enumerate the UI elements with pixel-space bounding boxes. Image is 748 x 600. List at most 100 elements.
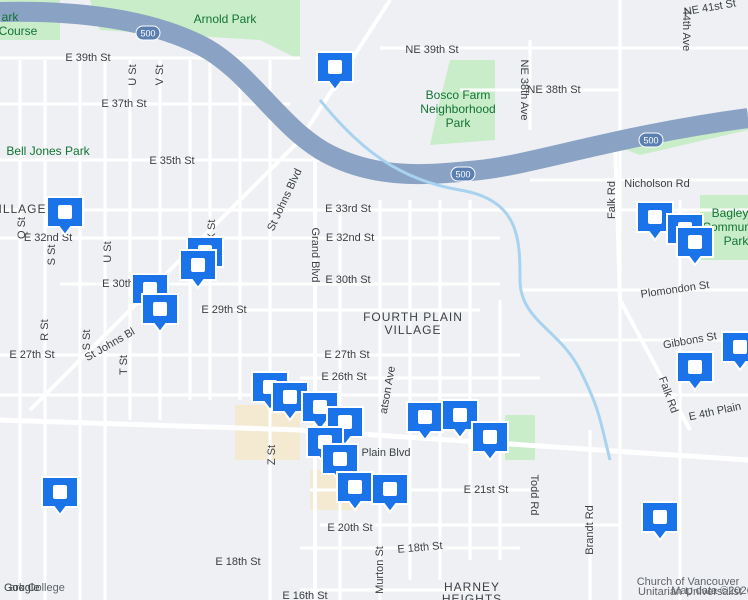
pin-icon [313, 400, 327, 414]
poi-pin[interactable] [676, 351, 714, 392]
park-label: Bagley [712, 206, 748, 220]
hood-label: HEIGHTS [442, 592, 502, 600]
street-label: E 18th St [215, 556, 260, 568]
street-label: E 27th St [324, 349, 369, 361]
pin-icon [143, 282, 157, 296]
street-label: NE 38th St [527, 84, 580, 96]
route-number: 500 [455, 169, 470, 179]
pin-icon [688, 360, 702, 374]
pin-icon [383, 482, 397, 496]
street-label: E 4th Plain [688, 401, 743, 424]
street-label: E 21st St [464, 484, 509, 496]
street-label: Murton St [374, 546, 386, 594]
pin-icon [348, 480, 362, 494]
pin-icon [483, 430, 497, 444]
poi-pin[interactable] [46, 196, 84, 237]
street-label: NE 38th Ave [518, 60, 530, 121]
poi-label: Unitarian Universalist [638, 586, 742, 598]
google-logo: Google [4, 582, 39, 594]
poi-pin[interactable] [636, 201, 674, 242]
pin-icon [328, 60, 342, 74]
park-label: Course [0, 24, 38, 38]
parks-areas [0, 0, 748, 460]
street-label: Q St [16, 217, 28, 239]
street-label: E 18th St [397, 540, 443, 556]
street-label: Grand Blvd [309, 227, 321, 282]
street-label: T St [118, 355, 130, 375]
street-label: E 30th [102, 278, 134, 290]
poi-pin[interactable] [179, 249, 217, 290]
poi-pin[interactable] [676, 226, 714, 267]
street-label: E 27th St [9, 349, 54, 361]
park-label: Arnold Park [194, 12, 258, 26]
street-label: S St [46, 245, 58, 266]
pin-icon [53, 485, 67, 499]
hood-label: VILLAGE [384, 323, 441, 337]
poi-pin[interactable] [471, 421, 509, 462]
pin-icon [338, 415, 352, 429]
pin-icon [153, 302, 167, 316]
poi-label: Church of Vancouver [637, 576, 740, 588]
poi-pin[interactable] [141, 293, 179, 334]
park-label: Park [446, 116, 472, 130]
route-shield [450, 166, 476, 182]
freeway [0, 1, 748, 185]
poi-label: Map data ©2026 [671, 585, 748, 597]
park-label: Bosco Farm [426, 88, 491, 102]
street-label: R St [39, 319, 51, 340]
poi-pin[interactable] [316, 51, 354, 92]
pin-icon [58, 205, 72, 219]
street-label: V St [154, 65, 166, 86]
poi-pin[interactable] [336, 471, 374, 512]
street-label: E 37th St [101, 98, 146, 110]
street-label: Brandt Rd [584, 505, 596, 555]
creek [318, 99, 612, 461]
street-label: E 20th St [327, 522, 372, 534]
park-label: ark [2, 10, 20, 24]
poi-pin[interactable] [441, 399, 479, 440]
street-label: Falk Rd [606, 181, 618, 219]
pin-icon [418, 410, 432, 424]
street-label: E 29th St [201, 304, 246, 316]
route-shield [638, 132, 664, 148]
poi-pin[interactable] [271, 381, 309, 422]
street-label: E 32nd St [24, 232, 72, 244]
route-shield [135, 25, 161, 41]
hood-label: VILLAGE [0, 202, 47, 216]
poi-pin[interactable] [641, 501, 679, 542]
park-label: Park [724, 234, 748, 248]
street-label: Z St [266, 445, 278, 465]
street-label: Todd Rd [528, 475, 540, 516]
street-label: 44th Ave [680, 9, 692, 52]
street-label: Nicholson Rd [624, 178, 689, 190]
poi-pin[interactable] [721, 331, 748, 372]
poi-pin[interactable] [41, 476, 79, 517]
pin-icon [191, 258, 205, 272]
street-label: Plain Blvd [362, 447, 411, 459]
park-label: Bell Jones Park [6, 144, 90, 158]
street-label: E 16th St [282, 590, 327, 600]
poi-label: ark College [9, 582, 65, 594]
hood-label: FOURTH PLAIN [363, 310, 463, 324]
route-number: 500 [643, 135, 658, 145]
pin-icon [688, 235, 702, 249]
park-label: Neighborhood [420, 102, 495, 116]
route-number: 500 [140, 28, 155, 38]
street-label: E 30th St [325, 274, 370, 286]
street-label: Plomondon St [640, 279, 710, 301]
hood-label: HARNEY [444, 580, 500, 594]
pin-icon [733, 340, 747, 354]
pin-icon [283, 390, 297, 404]
street-label: E 39th St [65, 52, 110, 64]
street-label: E 35th St [149, 155, 194, 167]
pin-icon [648, 210, 662, 224]
poi-pin[interactable] [371, 473, 409, 514]
street-label: X St [206, 220, 218, 241]
street-label: Gibbons St [662, 330, 718, 351]
pin-icon [653, 510, 667, 524]
street-label: NE 39th St [405, 44, 458, 56]
poi-pin[interactable] [406, 401, 444, 442]
street-label: S St [81, 330, 93, 351]
street-label: E 33rd St [325, 203, 371, 215]
